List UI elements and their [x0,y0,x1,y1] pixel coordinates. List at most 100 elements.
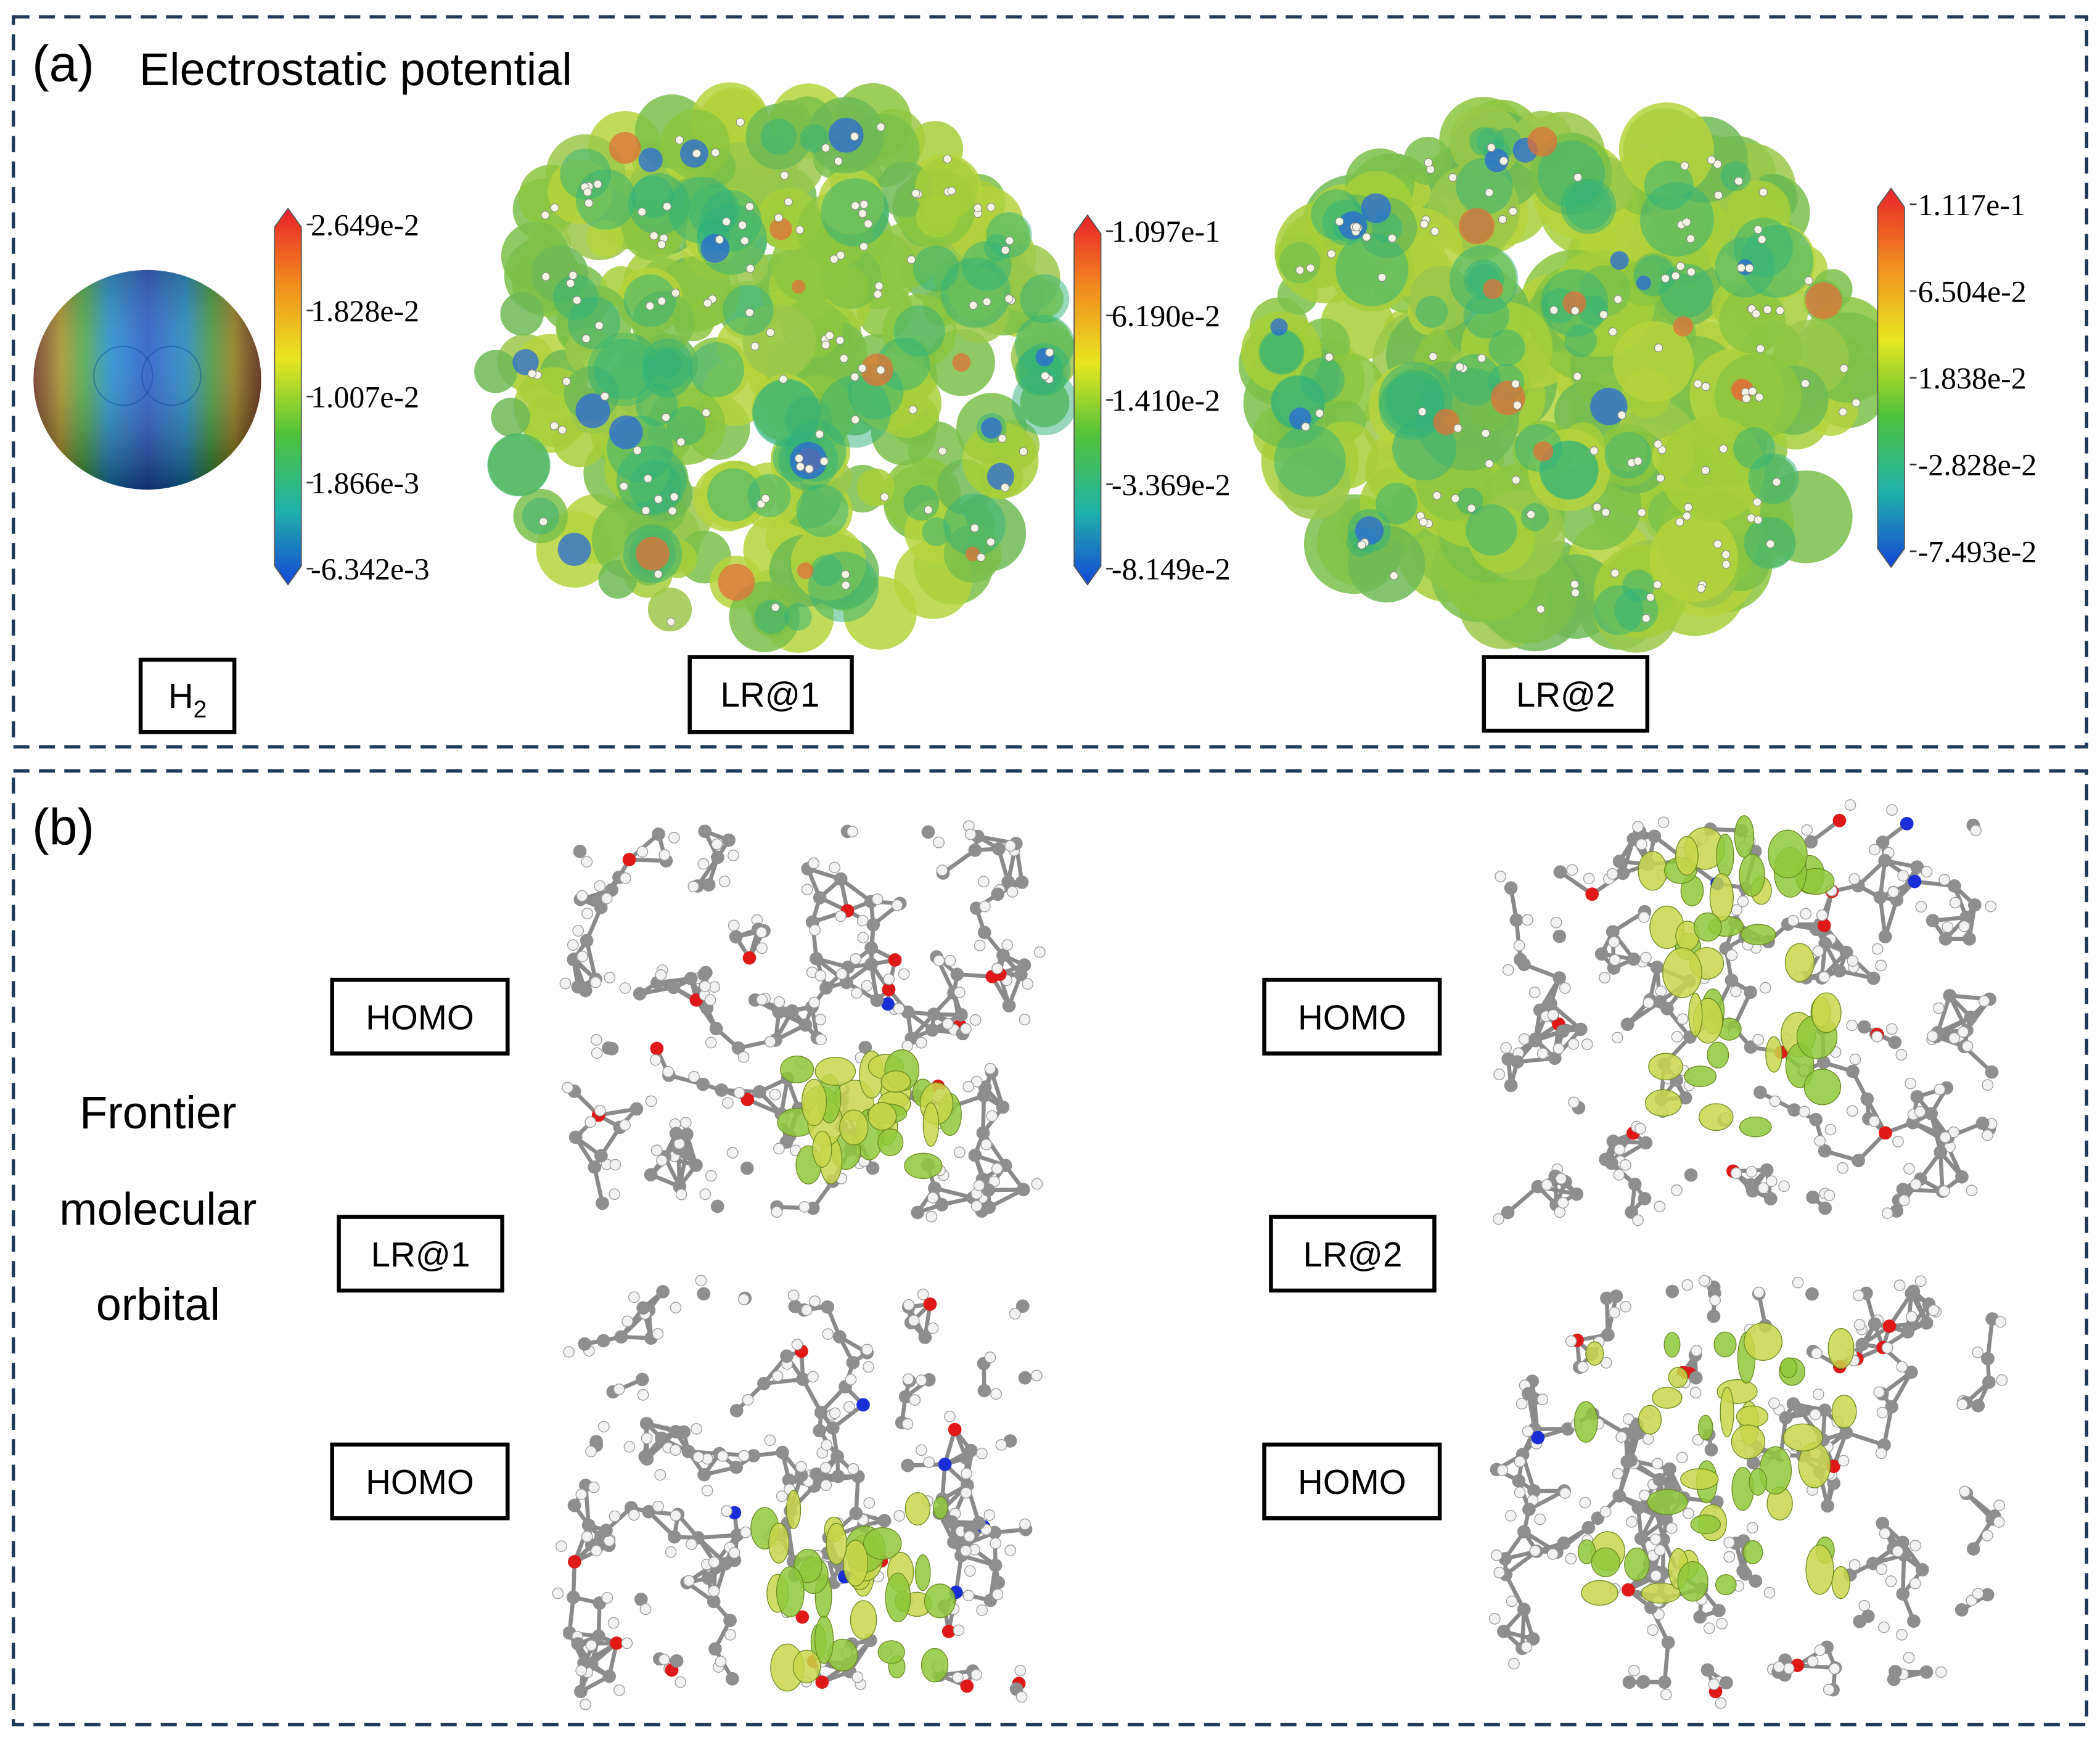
atom [1697,584,1706,593]
hydrogen [845,1374,857,1385]
atom [1301,422,1310,432]
hydrogen [695,1274,707,1287]
atom [991,1575,1006,1590]
orbital-lobe [1663,1332,1681,1358]
orbital-lobe [839,1109,869,1146]
atom [574,1685,588,1699]
hydrogen [976,1447,988,1459]
surface-core [1271,375,1326,430]
atom [668,1530,681,1544]
orbital-lobe [1736,1405,1769,1428]
atom [941,1625,956,1638]
hydrogen [800,1304,813,1316]
hydrogen [1996,1374,2008,1386]
orbital-lobe [792,1649,821,1684]
hydrogen [639,1603,652,1615]
colorbar-label: -3.369e-2 [1112,467,1231,502]
hydrogen [668,832,680,843]
atom [1857,1020,1871,1034]
orbital-lobe [1720,1387,1734,1438]
atom [977,925,991,940]
atom [1684,1168,1698,1182]
surface-spot [1361,193,1392,223]
hydrogen [1909,1178,1922,1191]
atom [654,495,663,504]
surface-core [1604,432,1652,479]
hydrogen [1746,1522,1758,1534]
orbital-lobe [776,1566,805,1618]
hydrogen [1559,982,1571,994]
hydrogen [1671,1184,1683,1196]
atom [780,1349,794,1363]
atom [1744,1178,1758,1192]
orbital-lobe [1768,829,1808,879]
hydrogen [655,969,667,981]
hydrogen [1896,1628,1908,1641]
orbital-lobe [1739,1116,1772,1138]
hydrogen [960,1023,972,1035]
surface-spot [1355,516,1384,545]
hydrogen [601,892,613,905]
hydrogen [995,1439,1007,1451]
atom [877,1514,892,1528]
hydrogen [652,1328,664,1340]
atom [1631,1501,1646,1515]
atom [1430,227,1440,236]
atom [729,930,743,944]
atom [742,951,757,965]
atom [573,844,587,858]
atom [1981,1352,1995,1366]
atom [622,853,636,866]
atom [707,1594,721,1609]
atom [670,492,679,501]
hydrogen [1609,1307,1620,1319]
surface-core [903,485,940,521]
atom [976,1126,990,1140]
hydrogen [814,969,827,982]
atom [1526,1632,1540,1646]
atom [776,1445,789,1459]
atom [1878,930,1892,943]
atom [710,1199,724,1213]
hydrogen [964,828,977,840]
orbital-lobe [1749,1468,1768,1496]
hydrogen [1818,971,1830,983]
hydrogen [773,996,785,1008]
atom [911,1205,925,1220]
atom [774,213,783,223]
orbital-lobe [1805,1544,1834,1595]
hydrogen [1935,1666,1947,1678]
hydrogen [704,994,716,1006]
hydrogen [851,987,863,999]
atom [662,202,671,211]
hydrogen [594,880,606,892]
hydrogen [861,1344,873,1356]
atom [780,171,789,180]
hydrogen [654,1469,667,1481]
atom [1876,835,1890,849]
hydrogen [1892,1545,1904,1557]
hydrogen [552,1587,564,1599]
hydrogen [1676,1013,1689,1025]
hydrogen [764,1434,776,1447]
orbital-lobe [1827,1328,1855,1369]
orbital-lobe [914,1554,931,1591]
surface-core [1014,314,1075,375]
hydrogen [969,1014,982,1026]
atom [1522,1387,1535,1401]
hydrogen [1875,1447,1887,1459]
hydrogen [1654,1544,1666,1556]
atom [1919,1316,1934,1330]
hydrogen [1892,1136,1904,1147]
surface-core [1258,329,1305,375]
atom [602,1041,615,1055]
atom [1429,352,1438,361]
atom [1511,1055,1524,1069]
hydrogen [1950,897,1961,909]
atom [1017,958,1032,972]
surface [647,587,692,632]
hydrogen [984,1352,996,1363]
hydrogen [1634,1123,1646,1135]
orbital-lobe [885,1572,911,1623]
orbital-lobe [1668,1366,1688,1389]
